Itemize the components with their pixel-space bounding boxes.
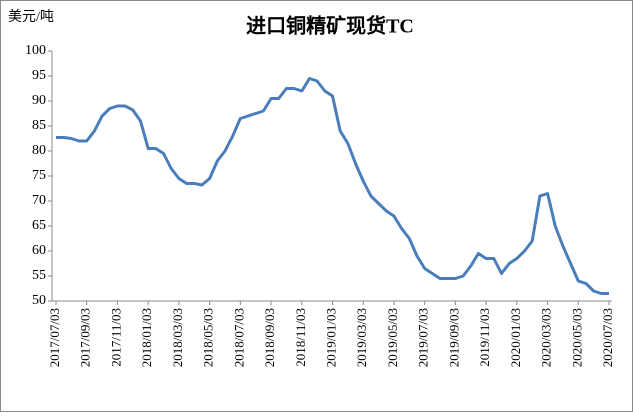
y-tick-label: 75: [32, 168, 46, 183]
y-tick-label: 55: [32, 268, 46, 283]
y-tick-label: 70: [32, 193, 46, 208]
x-tick-label: 2018/07/03: [231, 308, 246, 367]
y-tick-label: 90: [32, 93, 46, 108]
x-tick-label: 2018/11/03: [293, 308, 308, 367]
x-tick-label: 2019/01/03: [323, 308, 338, 367]
x-tick-label: 2020/07/03: [600, 308, 615, 367]
x-tick-label: 2018/09/03: [262, 308, 277, 367]
x-tick-label: 2019/03/03: [354, 308, 369, 367]
x-tick-label: 2020/01/03: [508, 308, 523, 367]
y-axis-label: 美元/吨: [8, 9, 54, 25]
x-tick-label: 2017/11/03: [108, 308, 123, 367]
x-tick-label: 2017/09/03: [78, 308, 93, 367]
y-tick-label: 85: [32, 118, 46, 133]
x-tick-label: 2019/07/03: [416, 308, 431, 367]
y-tick-label: 60: [32, 243, 46, 258]
data-line: [56, 77, 609, 295]
x-tick-label: 2018/01/03: [139, 308, 154, 367]
x-tick-label: 2020/05/03: [569, 308, 584, 367]
x-tick-label: 2019/05/03: [385, 308, 400, 367]
y-tick-label: 95: [32, 68, 46, 83]
x-tick-label: 2018/03/03: [170, 308, 185, 367]
y-tick-label: 65: [32, 218, 46, 233]
y-tick-label: 50: [32, 293, 46, 308]
chart-title: 进口铜精矿现货TC: [246, 14, 414, 38]
x-tick-label: 2017/07/03: [47, 308, 62, 367]
y-tick-label: 80: [32, 143, 46, 158]
y-tick-label: 100: [25, 43, 46, 58]
x-tick-label: 2018/05/03: [201, 308, 216, 367]
x-tick-label: 2020/03/03: [539, 308, 554, 367]
x-tick-label: 2019/09/03: [446, 308, 461, 367]
x-tick-label: 2019/11/03: [477, 308, 492, 367]
